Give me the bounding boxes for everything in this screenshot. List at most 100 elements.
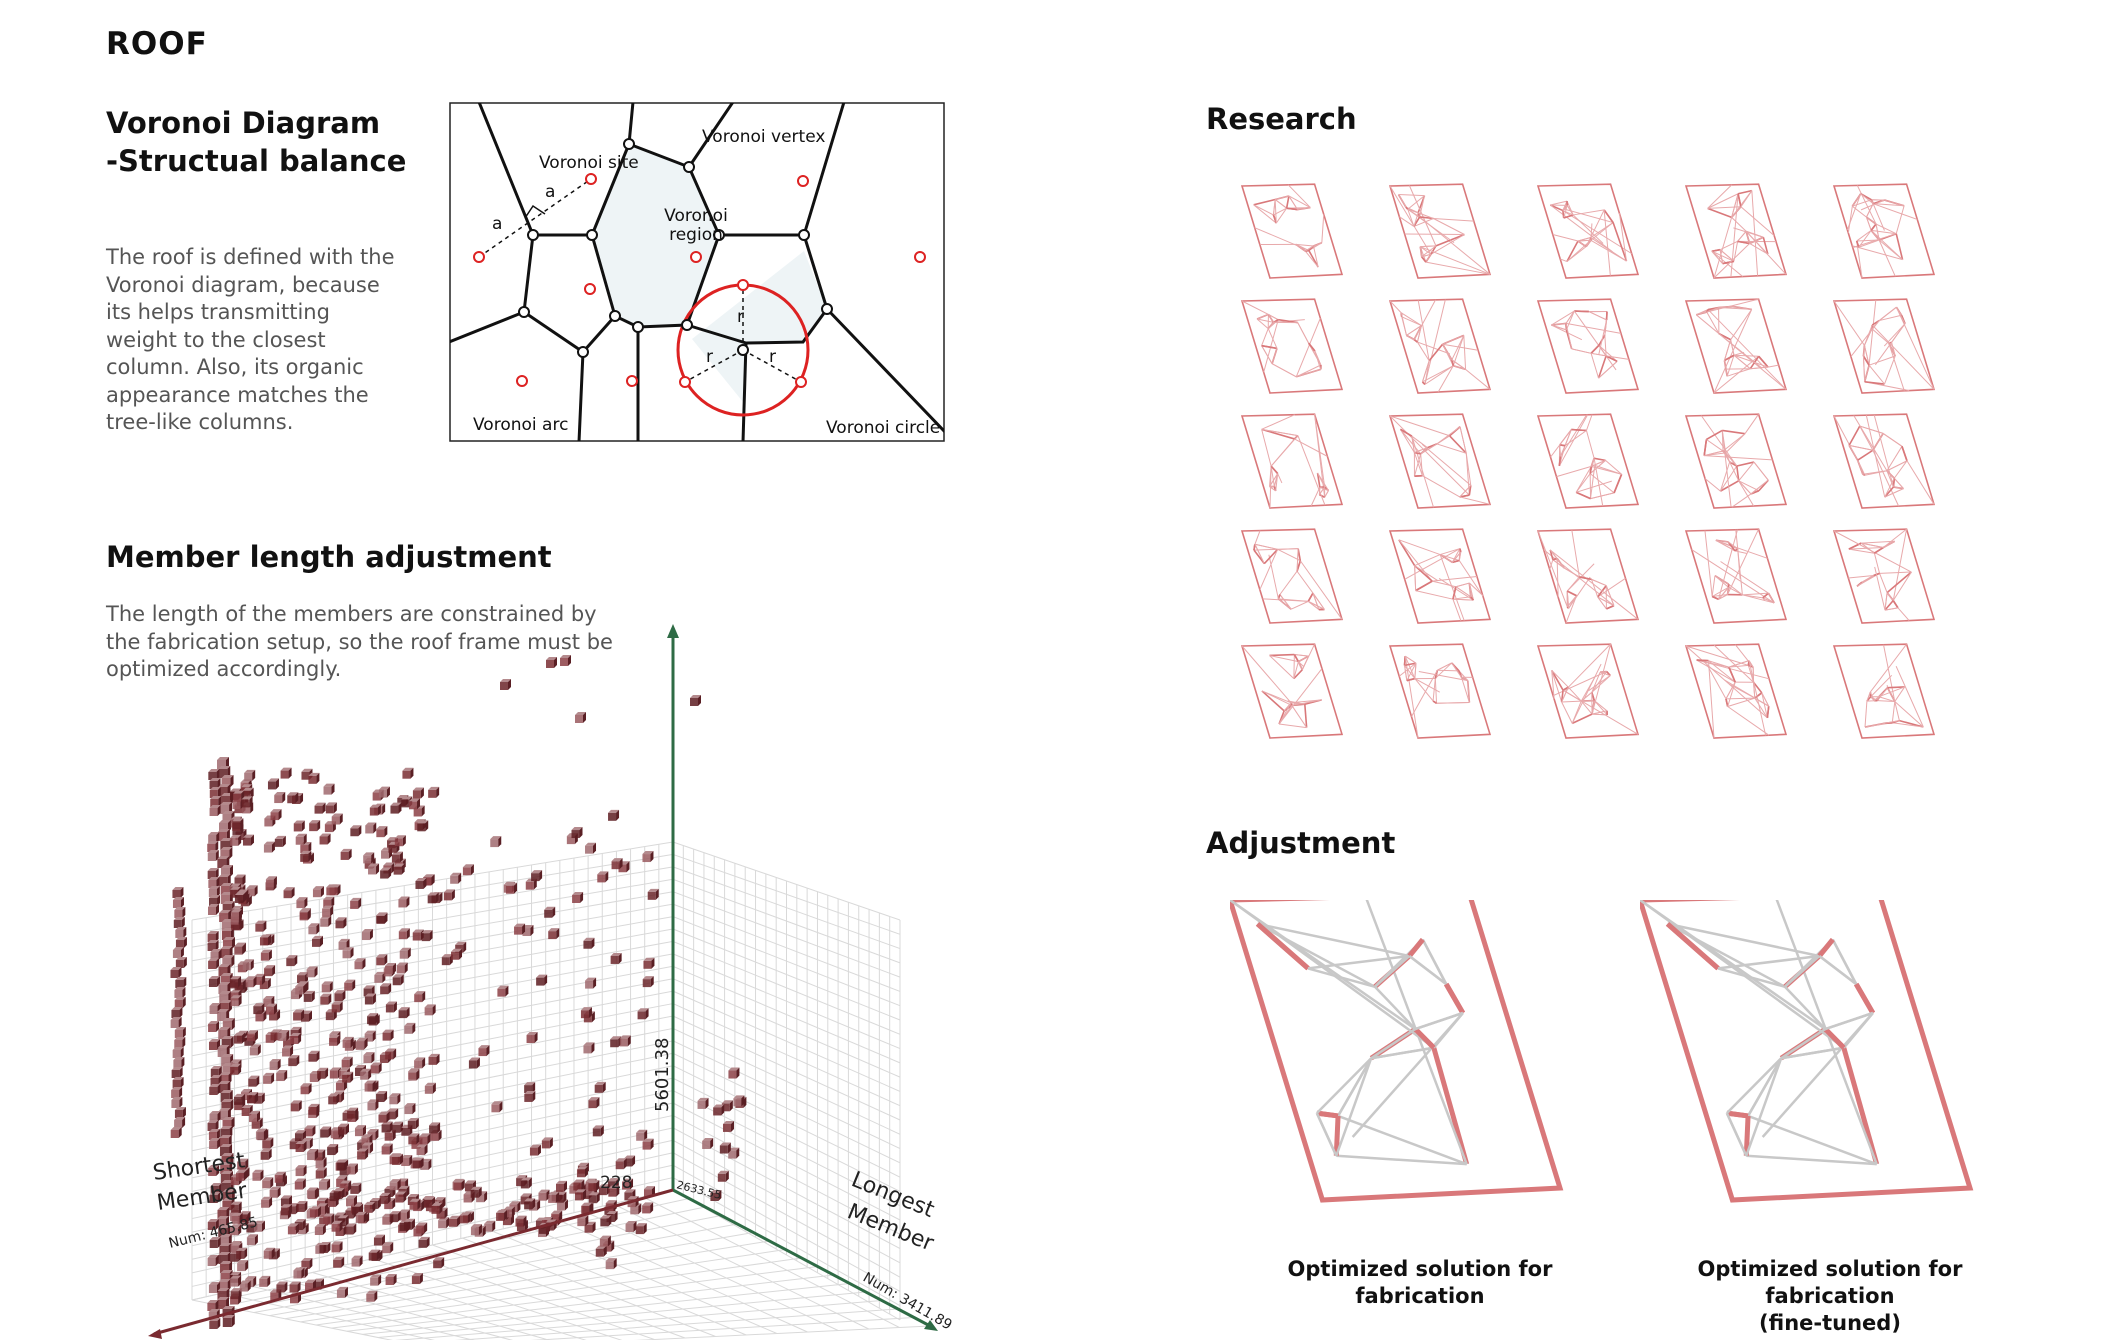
data-cube [575,1189,586,1200]
data-cube [536,975,547,986]
data-cube [290,1282,301,1293]
data-cube [643,958,654,969]
data-cube [235,892,246,903]
data-cube [319,1179,330,1190]
vertical-value-label: 5601.38 [652,1038,673,1112]
data-cube [275,1172,286,1183]
data-cube [366,1291,377,1302]
data-cube [173,1057,184,1068]
label-voronoi-region-1: Voronoi [664,206,728,226]
data-cube [312,936,323,947]
data-cube [444,889,455,900]
data-cube [583,938,594,949]
label-voronoi-vertex: Voronoi vertex [702,127,825,147]
data-cube [234,944,245,955]
label-r-right: r [769,347,776,367]
adjustment-heading: Adjustment [1206,824,1395,862]
data-cube [328,1093,339,1104]
data-cube [404,1023,415,1034]
research-frame [1390,184,1490,278]
data-cube [278,1030,289,1041]
data-cube [588,1097,599,1108]
data-cube [301,1083,312,1094]
data-cube [402,768,413,779]
data-cube [344,980,355,991]
label-voronoi-region-2: region [669,225,723,245]
data-cube [471,1187,482,1198]
data-cube [346,1195,357,1206]
data-cube [320,1127,331,1138]
research-variant [1538,414,1638,508]
data-cube [243,959,254,970]
data-cube [343,1037,354,1048]
research-frame [1538,644,1638,738]
data-cube [171,1097,182,1108]
data-cube [208,958,219,969]
data-cube [413,787,424,798]
data-cube [648,889,659,900]
data-cube [524,1091,535,1102]
data-cube [365,822,376,833]
data-cube [398,896,409,907]
data-cube [514,924,525,935]
data-cube [171,1087,182,1098]
research-frame [1538,414,1638,508]
shortest-axis-arrowhead [148,1329,162,1339]
data-cube [347,1164,358,1175]
data-cube [469,1058,480,1069]
data-cube [322,981,333,992]
research-variant [1686,414,1786,508]
data-cube [415,878,426,889]
data-cube [291,1100,302,1111]
data-cube [173,1047,184,1058]
data-cube [560,655,571,666]
data-cube [530,1145,541,1156]
data-cube [223,1315,235,1327]
data-cube [308,773,319,784]
data-cube [585,978,596,989]
data-cube [174,1117,185,1128]
voronoi-body-line: appearance matches the [106,382,446,410]
label-r-top: r [737,307,744,327]
research-variant [1834,529,1934,623]
data-cube [596,1246,607,1257]
data-cube [593,1125,604,1136]
data-cube [249,1111,260,1122]
data-cube [261,1197,272,1208]
data-cube [414,991,425,1002]
research-heading: Research [1206,100,1357,138]
research-frame [1834,414,1934,508]
data-cube [610,1036,621,1047]
data-cube [296,1165,307,1176]
data-cube [341,849,352,860]
data-cube [208,1255,219,1266]
data-cube [606,1258,617,1269]
data-cube [174,1037,185,1048]
data-cube [496,1210,507,1221]
data-cube [413,1157,424,1168]
origin-value-label: 2633.55 [675,1178,722,1202]
data-cube [270,1187,281,1198]
data-cube [572,892,583,903]
data-cube [275,836,286,847]
data-cube [544,907,555,918]
data-cube [288,1223,299,1234]
research-variant [1242,184,1342,278]
data-cube [385,963,396,974]
data-cube [176,957,187,968]
data-cube [638,1008,649,1019]
research-frame [1390,414,1490,508]
data-cube [643,1139,654,1150]
data-cube [281,1204,292,1215]
data-cube [428,892,439,903]
data-cube [542,1137,553,1148]
data-cube [295,1179,306,1190]
data-cube [581,1007,592,1018]
data-cube [276,1282,287,1293]
research-variant [1686,529,1786,623]
data-cube [538,1190,549,1201]
data-cube [556,1181,567,1192]
data-cube [320,994,331,1005]
data-cube [175,977,186,988]
data-cube [234,1033,245,1044]
